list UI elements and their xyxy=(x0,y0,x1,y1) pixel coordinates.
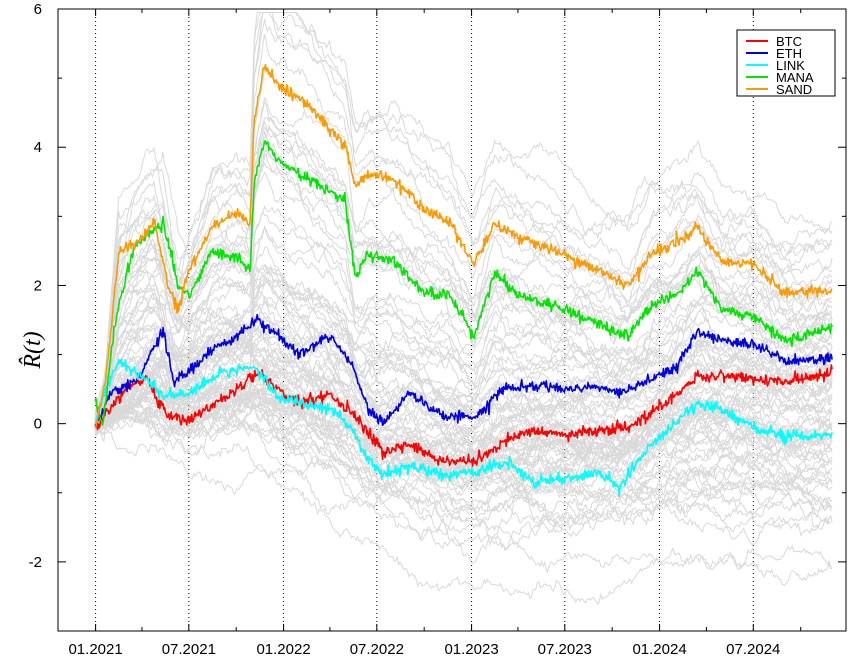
background-series-line xyxy=(94,225,833,428)
background-series-line xyxy=(94,373,833,529)
x-tick-label: 01.2023 xyxy=(444,641,498,658)
y-tick-label: 2 xyxy=(34,277,42,294)
background-series-line xyxy=(95,115,833,427)
y-axis: -2 0 2 4 6 xyxy=(29,1,846,632)
y-tick-label: 4 xyxy=(34,139,42,156)
y-tick-label: -2 xyxy=(29,554,42,571)
background-series-line xyxy=(94,204,833,432)
x-tick-label: 01.2021 xyxy=(68,641,122,658)
x-tick-label: 07.2022 xyxy=(350,641,404,658)
x-axis: 01.2021 07.2021 01.2022 07.2022 01.2023 07.20… xyxy=(68,9,802,658)
background-series-line xyxy=(94,12,833,437)
background-series-line xyxy=(94,126,833,428)
background-series-line xyxy=(94,333,833,539)
background-series-line xyxy=(94,19,833,424)
plot-frame xyxy=(57,8,847,632)
background-series-line xyxy=(94,374,833,495)
x-tick-label: 01.2022 xyxy=(256,641,310,658)
background-series-line xyxy=(94,401,833,506)
series-lines xyxy=(94,63,833,497)
background-series-line xyxy=(94,276,833,443)
background-series-line xyxy=(94,403,833,549)
background-series-line xyxy=(94,263,833,426)
series-line-mana xyxy=(94,140,833,426)
legend-label-eth: ETH xyxy=(776,46,802,61)
legend-label-mana: MANA xyxy=(776,70,814,85)
series-line-link xyxy=(95,358,833,497)
legend-label-link: LINK xyxy=(776,58,805,73)
background-series xyxy=(94,12,833,606)
x-tick-label: 07.2024 xyxy=(726,641,780,658)
background-series-line xyxy=(94,12,833,431)
background-series-line xyxy=(94,385,833,497)
x-tick-label: 07.2023 xyxy=(538,641,592,658)
background-series-line xyxy=(94,225,833,430)
series-line-sand xyxy=(94,63,833,429)
y-axis-label: R̂(t) xyxy=(19,331,46,369)
x-tick-label: 07.2021 xyxy=(162,641,216,658)
background-series-line xyxy=(94,12,833,428)
background-series-line xyxy=(94,394,833,476)
background-series-line xyxy=(94,67,833,426)
series-line-btc xyxy=(94,364,833,467)
x-tick-label: 01.2024 xyxy=(632,641,686,658)
legend-label-sand: SAND xyxy=(776,82,812,97)
background-series-line xyxy=(94,336,833,423)
series-line-eth xyxy=(94,313,833,427)
y-tick-label: 0 xyxy=(34,416,42,433)
y-tick-label: 6 xyxy=(34,1,42,18)
background-series-line xyxy=(94,152,833,426)
background-series-line xyxy=(94,268,833,449)
background-series-line xyxy=(94,420,833,606)
legend-label-btc: BTC xyxy=(776,34,802,49)
background-series-line xyxy=(94,326,833,425)
background-series-line xyxy=(94,96,833,429)
background-series-line xyxy=(94,383,833,526)
background-series-line xyxy=(95,370,833,457)
background-series-line xyxy=(94,294,833,460)
background-series-line xyxy=(94,12,833,422)
background-series-line xyxy=(94,377,833,492)
